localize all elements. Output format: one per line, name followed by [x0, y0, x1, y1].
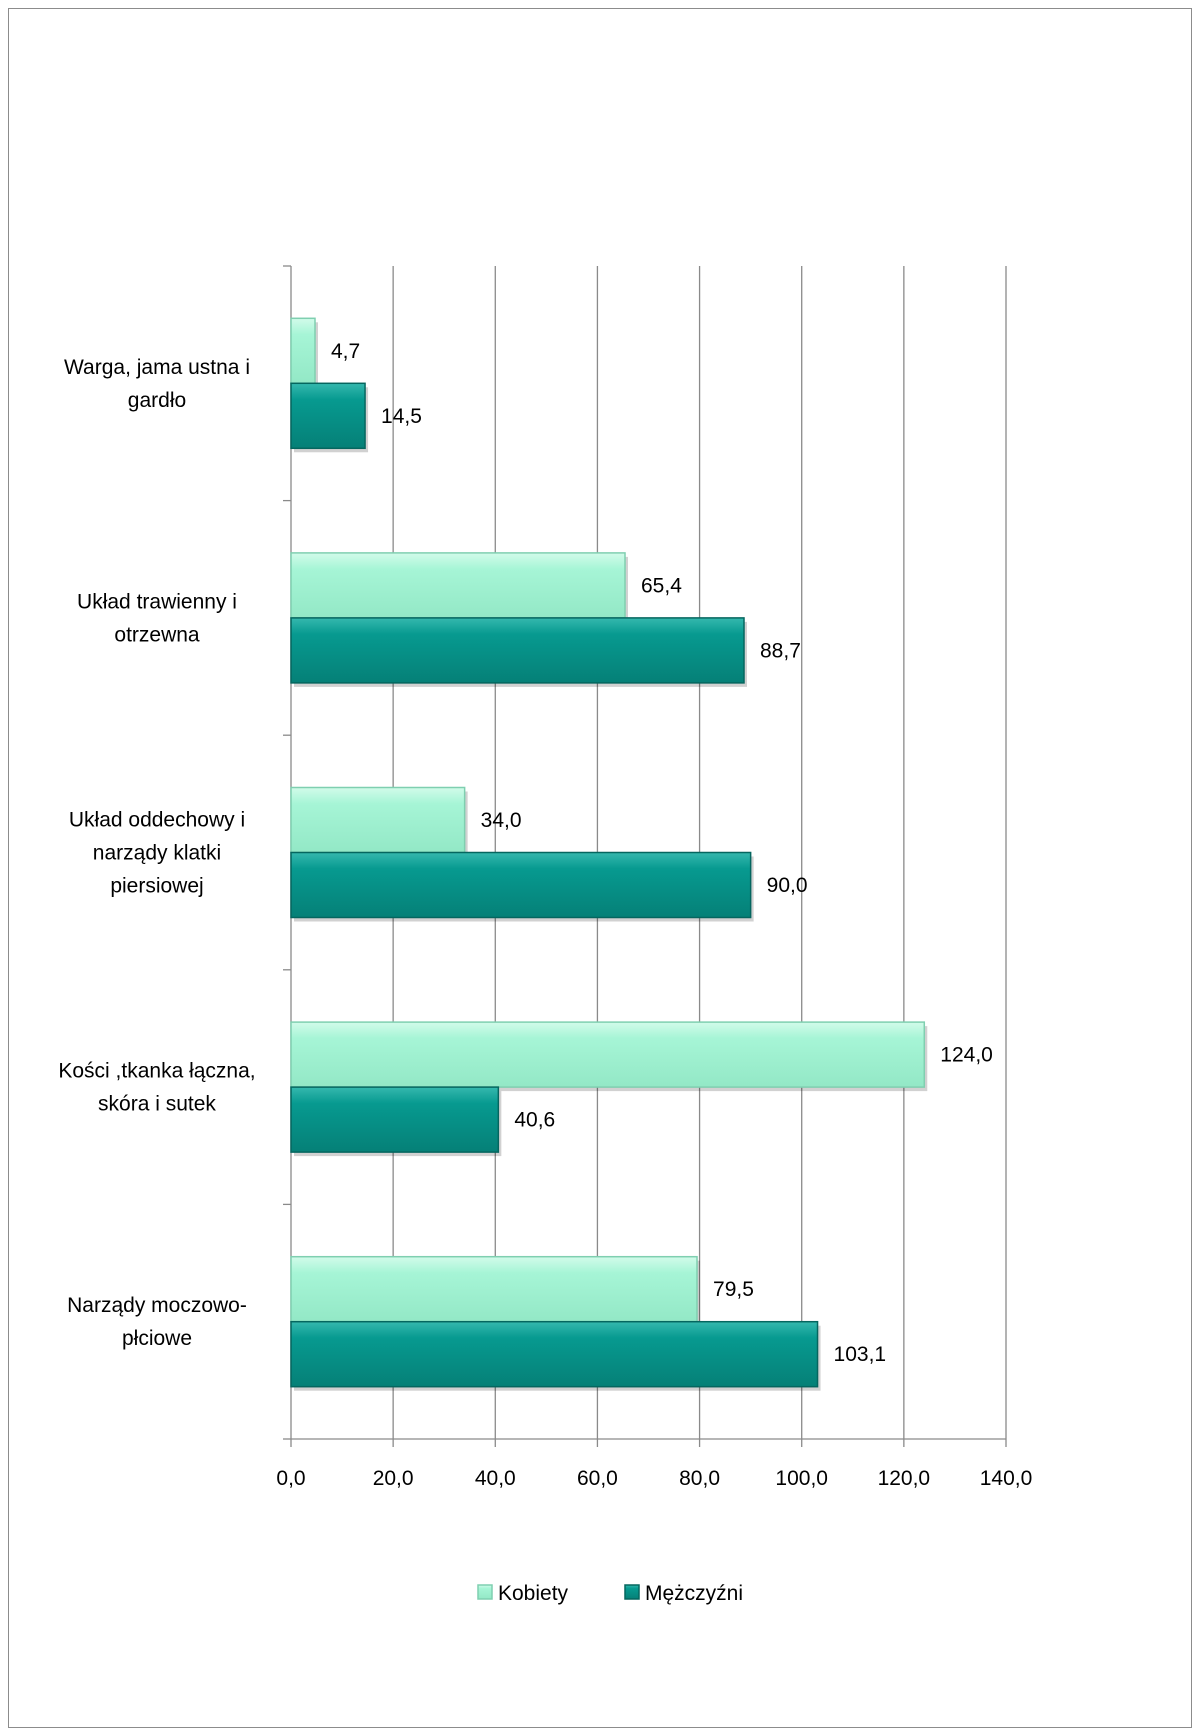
- category-label-1: Układ trawienny i otrzewna: [77, 590, 237, 646]
- bar-kobiety-2: [290, 786, 466, 854]
- x-tick-label-3: 60,0: [577, 1467, 618, 1490]
- data-label-1-1: 88,7: [760, 639, 801, 662]
- data-label-1-2: 90,0: [767, 874, 808, 897]
- category-label-3: Kości ,tkanka łączna, skóra i sutek: [58, 1060, 255, 1116]
- data-label-1-3: 40,6: [514, 1109, 555, 1132]
- x-tick-label-0: 0,0: [276, 1467, 305, 1490]
- bar-kobiety-1: [290, 552, 626, 619]
- bar-mezczyzni-4: [290, 1320, 819, 1388]
- data-label-0-4: 79,5: [713, 1278, 754, 1301]
- bar-kobiety-3: [290, 1021, 926, 1088]
- data-label-1-0: 14,5: [381, 405, 422, 428]
- legend-swatch-1: [624, 1584, 640, 1600]
- x-tick-label-4: 80,0: [679, 1467, 720, 1490]
- data-label-1-4: 103,1: [834, 1343, 887, 1366]
- legend-label-0: Kobiety: [498, 1582, 569, 1605]
- bar-mezczyzni-2: [290, 851, 752, 919]
- data-label-0-2: 34,0: [481, 809, 522, 832]
- x-tick-label-6: 120,0: [878, 1467, 931, 1490]
- category-label-2: Układ oddechowy i narządy klatki piersiowe…: [69, 809, 245, 898]
- bars: [290, 317, 928, 1391]
- data-label-0-0: 4,7: [331, 340, 360, 363]
- category-label-4: Narządy moczowo-płciowe: [67, 1294, 247, 1350]
- bar-mezczyzni-1: [290, 617, 745, 684]
- grid-lines: [392, 266, 1007, 1439]
- x-tick-label-2: 40,0: [475, 1467, 516, 1490]
- x-tick-label-5: 100,0: [775, 1467, 828, 1490]
- labels: Warga, jama ustna i gardło Układ trawienny…: [58, 340, 992, 1366]
- legend: Kobiety Mężczyźni: [477, 1582, 743, 1605]
- bar-mezczyzni-3: [290, 1086, 500, 1153]
- bar-kobiety-0: [290, 317, 316, 385]
- category-label-0: Warga, jama ustna i gardło: [64, 356, 250, 412]
- legend-swatch-0: [477, 1584, 493, 1600]
- bar-kobiety-4: [290, 1255, 698, 1323]
- data-label-0-3: 124,0: [940, 1044, 993, 1067]
- legend-label-1: Mężczyźni: [645, 1582, 743, 1605]
- x-tick-label-1: 20,0: [373, 1467, 414, 1490]
- bar-mezczyzni-0: [290, 382, 366, 450]
- data-label-0-1: 65,4: [641, 574, 682, 597]
- x-tick-label-7: 140,0: [980, 1467, 1033, 1490]
